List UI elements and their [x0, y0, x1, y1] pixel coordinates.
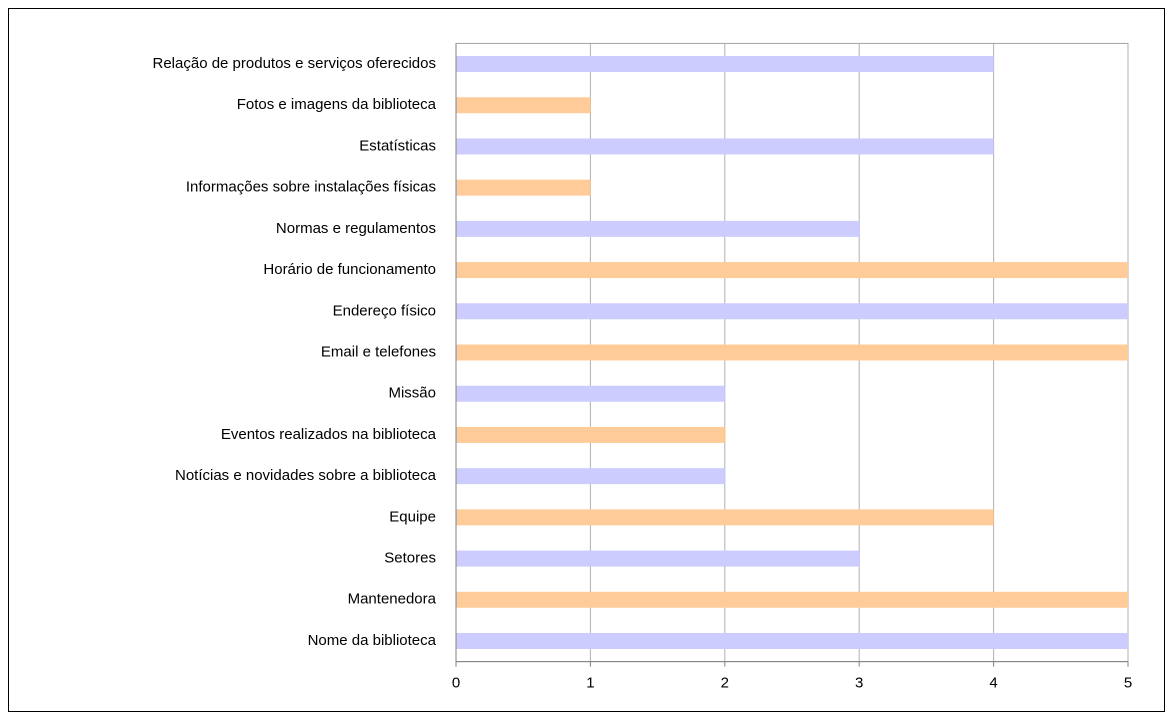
bar	[456, 303, 1128, 320]
bar	[456, 591, 1128, 608]
bar	[456, 468, 725, 485]
y-tick-label: Relação de produtos e serviços oferecido…	[153, 55, 437, 72]
bar	[456, 97, 591, 114]
bar	[456, 262, 1128, 279]
bar	[456, 179, 591, 196]
y-tick-label: Informações sobre instalações físicas	[186, 179, 436, 196]
y-tick-label: Email e telefones	[321, 343, 436, 360]
y-tick-label: Notícias e novidades sobre a biblioteca	[175, 467, 437, 484]
y-tick-label: Horário de funcionamento	[263, 261, 436, 278]
y-tick-label: Setores	[384, 550, 436, 567]
x-tick-label: 1	[586, 675, 594, 692]
x-tick-label: 3	[855, 675, 863, 692]
bar	[456, 385, 725, 402]
y-tick-label: Normas e regulamentos	[276, 220, 436, 237]
y-tick-label: Missão	[388, 385, 436, 402]
y-tick-label: Estatísticas	[359, 137, 436, 154]
y-tick-label: Endereço físico	[333, 302, 436, 319]
bar	[456, 509, 994, 526]
bar	[456, 220, 860, 237]
y-tick-label: Eventos realizados na biblioteca	[221, 426, 437, 443]
x-tick-label: 0	[452, 675, 460, 692]
y-tick-label: Nome da biblioteca	[308, 632, 437, 649]
x-tick-label: 5	[1124, 675, 1132, 692]
bar	[456, 344, 1128, 361]
y-tick-label: Equipe	[389, 508, 436, 525]
y-tick-label: Fotos e imagens da biblioteca	[237, 96, 437, 113]
x-tick-label: 4	[989, 675, 997, 692]
bar	[456, 550, 860, 567]
bar	[456, 632, 1128, 649]
bar	[456, 56, 994, 73]
bar	[456, 138, 994, 155]
x-tick-label: 2	[721, 675, 729, 692]
bar	[456, 426, 725, 443]
y-tick-label: Mantenedora	[348, 591, 437, 608]
